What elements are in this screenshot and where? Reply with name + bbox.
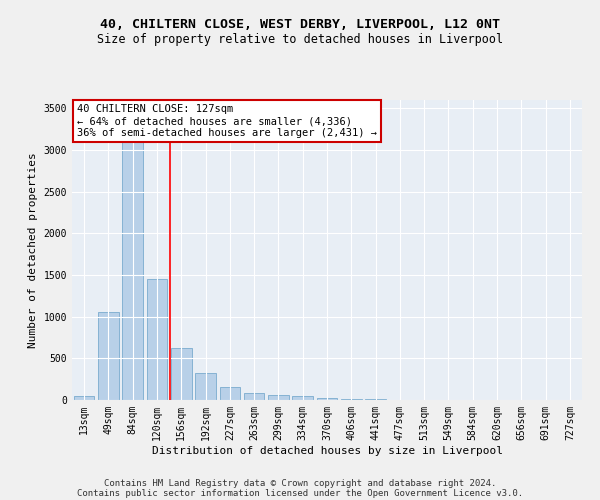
- Bar: [122, 125, 143, 400]
- Bar: [98, 312, 119, 400]
- Bar: [195, 372, 216, 400]
- Bar: [317, 398, 337, 400]
- Bar: [171, 348, 191, 400]
- Text: 40, CHILTERN CLOSE, WEST DERBY, LIVERPOOL, L12 0NT: 40, CHILTERN CLOSE, WEST DERBY, LIVERPOO…: [100, 18, 500, 30]
- X-axis label: Distribution of detached houses by size in Liverpool: Distribution of detached houses by size …: [151, 446, 503, 456]
- Text: Contains public sector information licensed under the Open Government Licence v3: Contains public sector information licen…: [77, 488, 523, 498]
- Bar: [292, 396, 313, 400]
- Bar: [244, 392, 265, 400]
- Text: Contains HM Land Registry data © Crown copyright and database right 2024.: Contains HM Land Registry data © Crown c…: [104, 478, 496, 488]
- Y-axis label: Number of detached properties: Number of detached properties: [28, 152, 38, 348]
- Bar: [268, 394, 289, 400]
- Bar: [74, 396, 94, 400]
- Bar: [220, 386, 240, 400]
- Text: Size of property relative to detached houses in Liverpool: Size of property relative to detached ho…: [97, 32, 503, 46]
- Bar: [341, 399, 362, 400]
- Text: 40 CHILTERN CLOSE: 127sqm
← 64% of detached houses are smaller (4,336)
36% of se: 40 CHILTERN CLOSE: 127sqm ← 64% of detac…: [77, 104, 377, 138]
- Bar: [146, 279, 167, 400]
